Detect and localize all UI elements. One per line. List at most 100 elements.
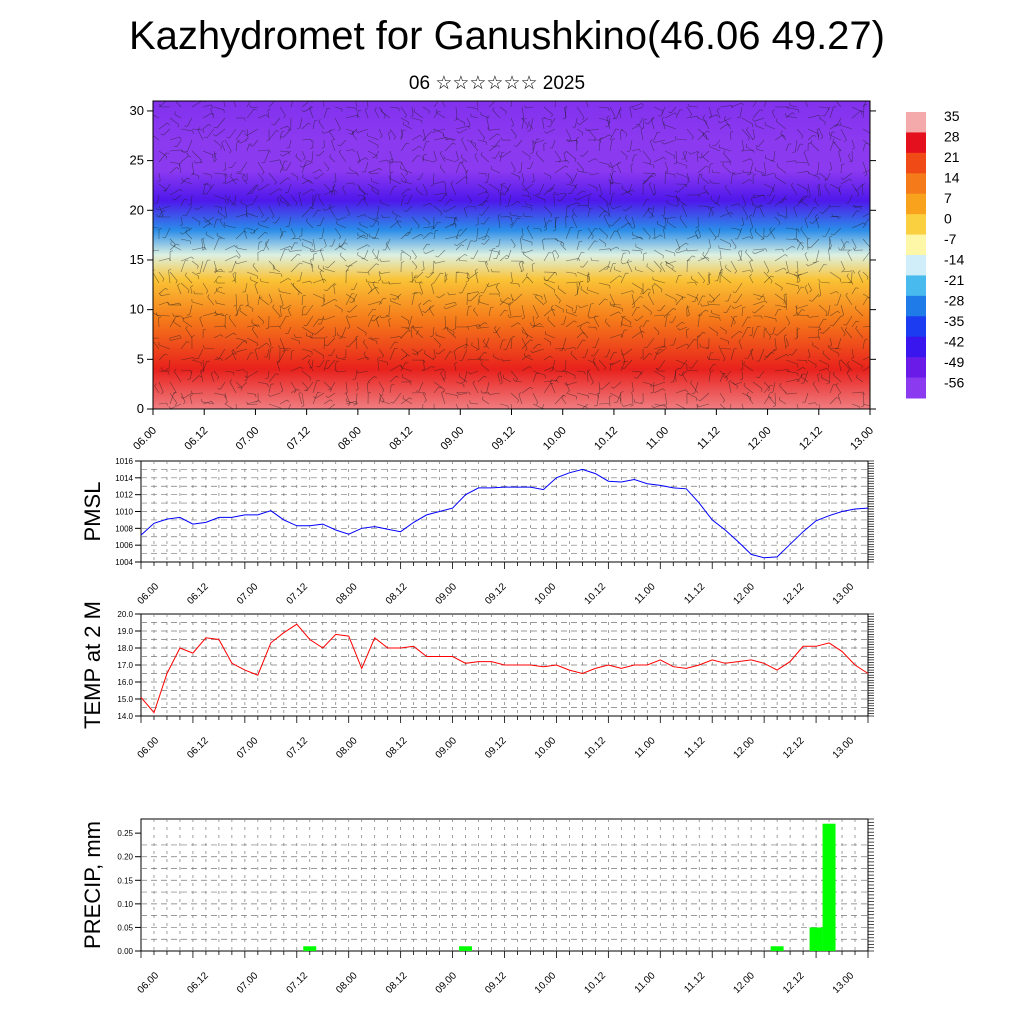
wind-barb — [620, 361, 626, 372]
wind-barb — [862, 169, 870, 174]
y-tick-label: 25 — [130, 153, 144, 168]
x-tick-label: 12.00 — [731, 970, 757, 996]
wind-barb-flag — [246, 401, 249, 405]
wind-barb — [661, 118, 666, 130]
wind-barb — [158, 317, 160, 328]
x-tick-label: 06.00 — [136, 581, 162, 607]
wind-barb-flag — [772, 405, 776, 408]
wind-barb-flag — [442, 368, 445, 372]
wind-barb-flag — [309, 105, 312, 109]
wind-barb-flag — [551, 114, 553, 118]
wind-barb-flag — [682, 150, 686, 154]
wind-barb — [699, 392, 710, 402]
wind-barb — [631, 293, 635, 307]
wind-barb-flag — [200, 370, 204, 373]
wind-barb — [268, 325, 280, 328]
wind-barb-flag — [640, 357, 644, 359]
wind-barb — [468, 271, 479, 279]
wind-barb-flag — [363, 339, 366, 343]
wind-barb-flag — [604, 367, 606, 371]
wind-barb — [832, 315, 842, 327]
wind-barb — [254, 284, 259, 295]
wind-barb-flag — [594, 240, 598, 242]
wind-barb — [173, 371, 182, 383]
wind-barb-flag — [492, 331, 496, 334]
wind-barb — [411, 106, 414, 116]
wind-barb — [433, 192, 446, 196]
wind-barb — [246, 213, 259, 218]
wind-barb-flag — [693, 339, 697, 341]
wind-barb — [659, 304, 666, 312]
wind-barb-flag — [314, 119, 318, 121]
wind-barb-flag — [421, 368, 425, 371]
wind-barb — [390, 300, 402, 306]
wind-barb — [620, 272, 626, 284]
wind-barb — [785, 260, 789, 272]
wind-barb-flag — [346, 314, 349, 318]
wind-barb-flag — [373, 308, 377, 311]
wind-barb-flag — [544, 279, 548, 282]
wind-barb-flag — [677, 327, 680, 331]
wind-barb — [745, 252, 754, 262]
wind-barb — [289, 249, 303, 252]
wind-barb — [647, 209, 655, 218]
wind-barb-flag — [365, 157, 369, 161]
wind-barb — [323, 337, 325, 350]
wind-barb — [579, 327, 589, 339]
wind-barb-flag — [173, 319, 175, 323]
wind-barb — [851, 110, 861, 119]
wind-barb-flag — [807, 237, 811, 240]
wind-barb-flag — [244, 133, 247, 136]
wind-barb — [785, 293, 787, 307]
wind-barb-flag — [708, 300, 712, 303]
wind-barb-flag — [278, 325, 281, 329]
wind-barb-flag — [254, 282, 258, 285]
wind-barb-flag — [578, 305, 581, 309]
wind-barb — [158, 344, 171, 350]
wind-barb-flag — [665, 171, 669, 173]
wind-barb-flag — [432, 365, 435, 369]
wind-barb — [433, 403, 435, 409]
wind-barb — [818, 183, 821, 196]
wind-barb — [631, 282, 643, 290]
wind-barb — [510, 217, 518, 229]
wind-barb-flag — [440, 151, 443, 154]
wind-barb-flag — [749, 273, 752, 277]
wind-barb — [664, 392, 668, 405]
wind-barb-flag — [842, 246, 846, 250]
wind-barb — [763, 315, 776, 320]
x-tick-label: 07.12 — [285, 735, 311, 761]
wind-barb — [435, 112, 446, 119]
wind-barb — [389, 348, 395, 361]
wind-barb-flag — [706, 130, 711, 133]
wind-barb — [780, 133, 787, 141]
wind-barb-flag — [643, 252, 647, 254]
wind-barb — [363, 342, 369, 350]
wind-barb-flag — [685, 389, 688, 393]
wind-barb-flag — [698, 194, 701, 198]
wind-barb — [783, 336, 787, 350]
wind-barb — [279, 304, 282, 317]
wind-barb-flag — [208, 124, 212, 127]
wind-barb-flag — [220, 334, 224, 337]
wind-barb-flag — [487, 235, 490, 239]
wind-barb — [766, 227, 776, 238]
wind-barb — [433, 221, 438, 229]
wind-barb — [182, 320, 193, 328]
wind-barb — [202, 172, 212, 176]
wind-barb — [843, 172, 853, 180]
wind-barb — [528, 123, 534, 130]
wind-barb — [202, 183, 206, 196]
wind-barb-flag — [844, 139, 847, 143]
wind-barb-flag — [730, 130, 734, 133]
wind-barb-flag — [564, 348, 566, 352]
wind-barb — [400, 172, 407, 181]
wind-barb-flag — [417, 155, 421, 157]
wind-barb-flag — [492, 157, 496, 159]
wind-barb-flag — [498, 214, 502, 217]
wind-barb — [565, 207, 568, 218]
wind-barb — [257, 297, 260, 306]
wind-barb — [525, 106, 534, 109]
x-tick-label: 12.12 — [781, 970, 807, 996]
wind-barb — [672, 315, 677, 323]
